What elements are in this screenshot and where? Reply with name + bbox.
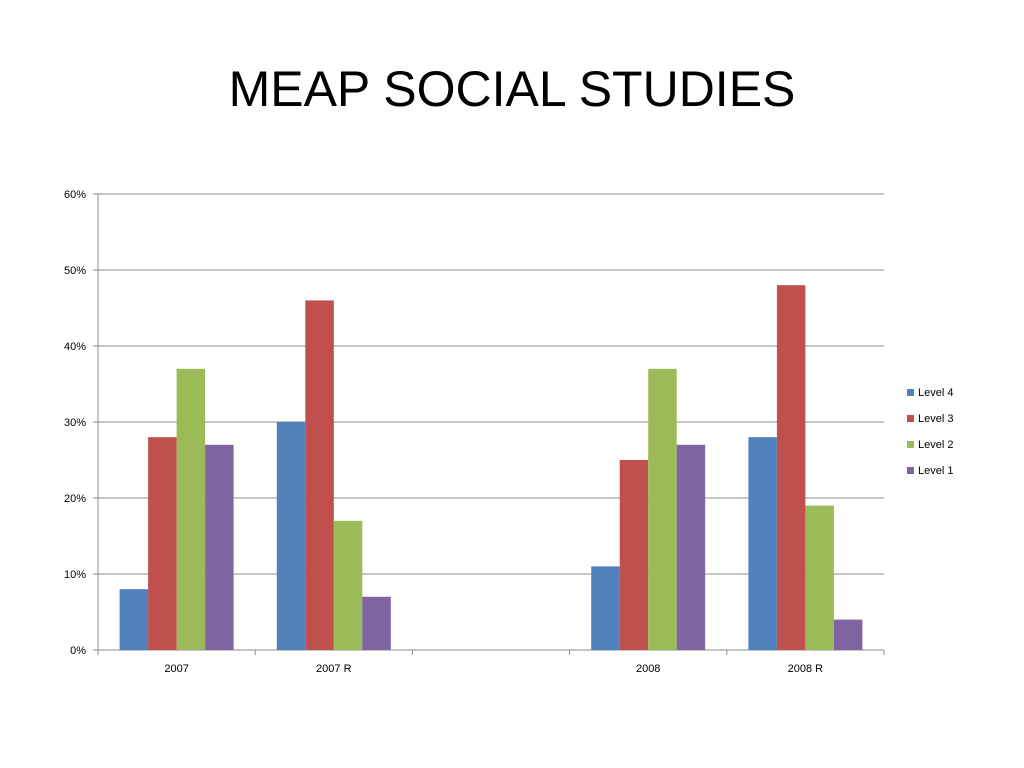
x-tick-label: 2007 (164, 663, 188, 675)
y-tick-label: 30% (64, 417, 86, 429)
y-tick-label: 60% (64, 189, 86, 201)
bar-level-4-2008 (591, 566, 620, 650)
legend-swatch (907, 415, 914, 422)
y-axis: 0% 10% 20% 30% 40% 50% 60% (64, 189, 99, 657)
legend-label: Level 3 (918, 413, 953, 425)
legend-label: Level 4 (918, 387, 953, 399)
bar-level-1-2008 (676, 444, 706, 650)
bar-level-2-2008 (648, 368, 677, 650)
bar-level-2-2007 (176, 368, 206, 650)
bar-level-1-2007-r (362, 596, 391, 650)
y-tick-label: 10% (64, 569, 86, 581)
bar-level-4-2007 (119, 589, 149, 650)
legend: Level 4 Level 3 Level 2 Level 1 (907, 387, 953, 477)
y-tick-label: 50% (64, 265, 86, 277)
y-tick-label: 40% (64, 341, 86, 353)
bar-level-3-2007-r (305, 300, 334, 650)
bar-level-2-2007-r (333, 520, 363, 650)
bar-level-3-2008-r (776, 285, 806, 650)
bar-level-4-2008-r (748, 437, 777, 650)
legend-swatch (907, 389, 914, 396)
x-tick-label: 2007 R (316, 663, 352, 675)
legend-swatch (907, 467, 914, 474)
y-tick-label: 0% (70, 645, 86, 657)
x-tick-label: 2008 (636, 663, 660, 675)
legend-swatch (907, 441, 914, 448)
bar-level-3-2008 (619, 460, 649, 650)
x-tick-label: 2008 R (788, 663, 824, 675)
slide-title: MEAP SOCIAL STUDIES (228, 61, 796, 117)
bar-level-1-2008-r (833, 619, 863, 650)
bar-level-2-2008-r (805, 505, 834, 650)
bars (119, 285, 863, 650)
bar-level-4-2007-r (276, 422, 306, 650)
x-axis: 2007 2007 R 2008 2008 R (97, 649, 885, 675)
legend-label: Level 1 (918, 465, 953, 477)
y-tick-label: 20% (64, 493, 86, 505)
bar-level-1-2007 (205, 444, 234, 650)
bar-level-3-2007 (148, 437, 177, 650)
legend-label: Level 2 (918, 439, 953, 451)
